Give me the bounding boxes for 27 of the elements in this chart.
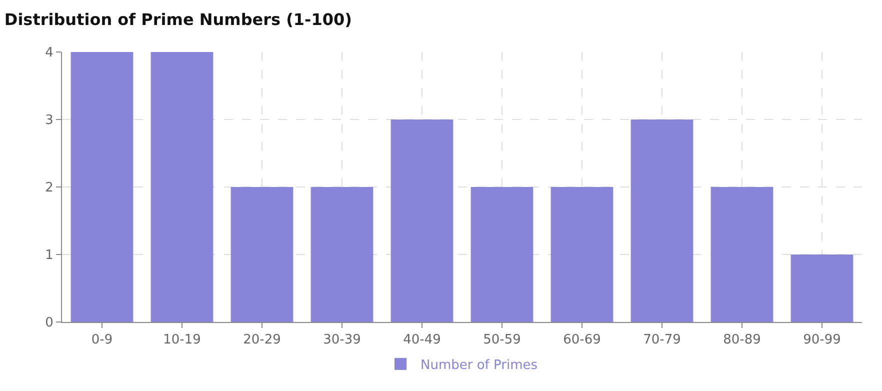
x-tick-label: 20-29 [243, 332, 281, 348]
bar [470, 187, 534, 322]
y-tick-label: 1 [45, 248, 54, 264]
y-tick-label: 2 [45, 180, 54, 196]
x-tick-label: 70-79 [643, 332, 681, 348]
y-tick-label: 3 [45, 113, 54, 128]
x-tick-label: 90-99 [803, 332, 841, 348]
x-tick-label: 50-59 [483, 332, 521, 348]
x-tick-label: 40-49 [403, 332, 441, 348]
bar [150, 52, 214, 322]
chart-title: Distribution of Prime Numbers (1-100) [4, 10, 352, 29]
bar [70, 52, 134, 322]
legend-label: Number of Primes [420, 358, 538, 374]
x-tick-label: 80-89 [723, 332, 761, 348]
x-tick-label: 10-19 [163, 332, 201, 348]
y-tick-label: 0 [45, 316, 54, 331]
bar [230, 187, 294, 322]
bar [390, 120, 454, 322]
bar [710, 187, 774, 322]
bar [310, 187, 374, 322]
x-tick-label: 0-9 [91, 332, 113, 348]
bar [790, 254, 854, 322]
bar [550, 187, 614, 322]
bar [630, 120, 694, 322]
x-tick-label: 30-39 [323, 332, 361, 348]
y-tick-label: 4 [45, 46, 54, 61]
x-tick-label: 60-69 [563, 332, 601, 348]
